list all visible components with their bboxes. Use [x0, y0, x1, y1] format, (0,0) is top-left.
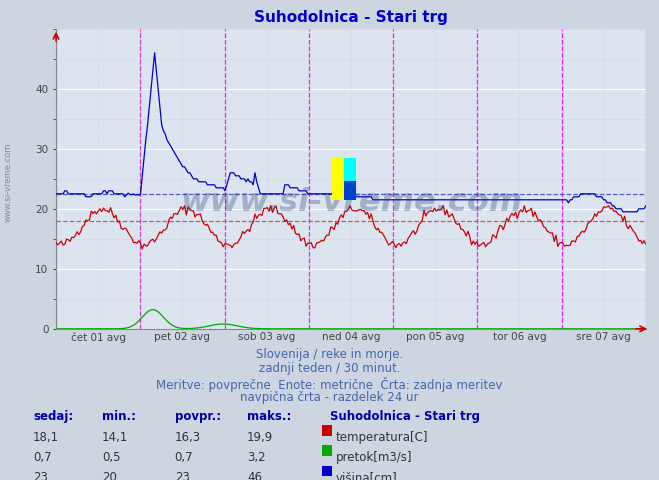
Text: 18,1: 18,1: [33, 431, 59, 444]
Text: ned 04 avg: ned 04 avg: [322, 332, 380, 342]
Text: Meritve: povprečne  Enote: metrične  Črta: zadnja meritev: Meritve: povprečne Enote: metrične Črta:…: [156, 377, 503, 392]
Text: temperatura[C]: temperatura[C]: [336, 431, 428, 444]
Bar: [344, 180, 356, 200]
Text: sob 03 avg: sob 03 avg: [238, 332, 295, 342]
Text: sedaj:: sedaj:: [33, 410, 73, 423]
Text: pet 02 avg: pet 02 avg: [154, 332, 210, 342]
Text: 0,7: 0,7: [33, 451, 51, 464]
Text: Slovenija / reke in morje.: Slovenija / reke in morje.: [256, 348, 403, 361]
Text: višina[cm]: višina[cm]: [336, 471, 398, 480]
Text: 16,3: 16,3: [175, 431, 201, 444]
Bar: [344, 158, 356, 200]
Text: min.:: min.:: [102, 410, 136, 423]
Text: www.si-vreme.com: www.si-vreme.com: [3, 143, 13, 222]
Text: 46: 46: [247, 471, 262, 480]
Text: navpična črta - razdelek 24 ur: navpična črta - razdelek 24 ur: [241, 391, 418, 404]
Text: sre 07 avg: sre 07 avg: [577, 332, 631, 342]
Text: pon 05 avg: pon 05 avg: [406, 332, 465, 342]
Text: 23: 23: [175, 471, 190, 480]
Text: maks.:: maks.:: [247, 410, 291, 423]
Title: Suhodolnica - Stari trg: Suhodolnica - Stari trg: [254, 10, 448, 25]
Text: 19,9: 19,9: [247, 431, 273, 444]
Text: Suhodolnica - Stari trg: Suhodolnica - Stari trg: [330, 410, 480, 423]
Text: 23: 23: [33, 471, 48, 480]
Bar: [332, 158, 356, 200]
Text: 3,2: 3,2: [247, 451, 266, 464]
Text: 20: 20: [102, 471, 117, 480]
Text: čet 01 avg: čet 01 avg: [71, 332, 126, 343]
Text: 14,1: 14,1: [102, 431, 129, 444]
Text: povpr.:: povpr.:: [175, 410, 221, 423]
Text: 0,5: 0,5: [102, 451, 121, 464]
Text: tor 06 avg: tor 06 avg: [493, 332, 546, 342]
Text: zadnji teden / 30 minut.: zadnji teden / 30 minut.: [259, 362, 400, 375]
Text: www.si-vreme.com: www.si-vreme.com: [180, 187, 522, 218]
Text: pretok[m3/s]: pretok[m3/s]: [336, 451, 413, 464]
Text: 0,7: 0,7: [175, 451, 193, 464]
